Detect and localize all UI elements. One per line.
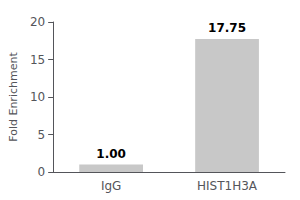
svg-text:5: 5 [38, 128, 46, 142]
svg-text:20: 20 [30, 15, 45, 29]
svg-text:Fold Enrichment: Fold Enrichment [7, 52, 20, 142]
svg-text:10: 10 [30, 90, 45, 104]
svg-text:15: 15 [30, 53, 45, 67]
svg-text:17.75: 17.75 [208, 21, 246, 35]
svg-text:IgG: IgG [101, 179, 121, 193]
svg-text:1.00: 1.00 [96, 147, 126, 161]
svg-text:HIST1H3A: HIST1H3A [197, 179, 258, 193]
svg-text:0: 0 [38, 165, 46, 179]
